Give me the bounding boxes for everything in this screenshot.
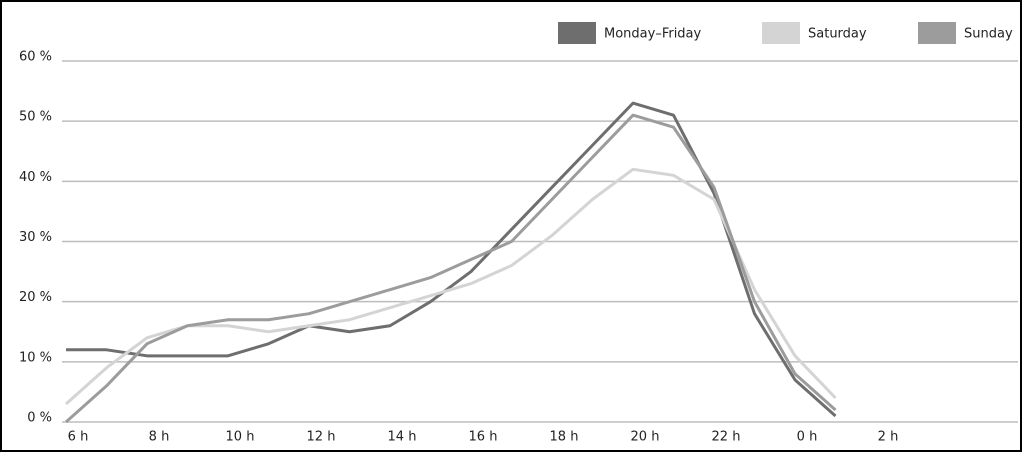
y-tick-label: 10 % [19,350,52,365]
legend-swatch [918,22,956,44]
x-tick-label: 16 h [469,430,498,445]
y-tick-label: 0 % [27,411,52,426]
x-tick-label: 10 h [226,430,255,445]
x-tick-label: 0 h [797,430,818,445]
series-line [65,113,837,424]
x-tick-label: 2 h [878,430,899,445]
legend-label: Sunday [964,27,1013,42]
y-tick-label: 40 % [19,170,52,185]
x-tick-label: 8 h [149,430,170,445]
x-tick-label: 22 h [712,430,741,445]
x-tick-label: 14 h [388,430,417,445]
series-line [66,101,837,418]
y-tick-label: 50 % [19,110,52,125]
legend-label: Saturday [808,27,867,42]
y-tick-label: 30 % [19,230,52,245]
x-tick-label: 20 h [631,430,660,445]
y-tick-label: 20 % [19,290,52,305]
x-tick-label: 18 h [550,430,579,445]
x-tick-label: 12 h [307,430,336,445]
legend-label: Monday–Friday [604,27,702,42]
y-tick-label: 60 % [19,50,52,65]
x-tick-label: 6 h [68,430,89,445]
legend-swatch [762,22,800,44]
legend-swatch [558,22,596,44]
